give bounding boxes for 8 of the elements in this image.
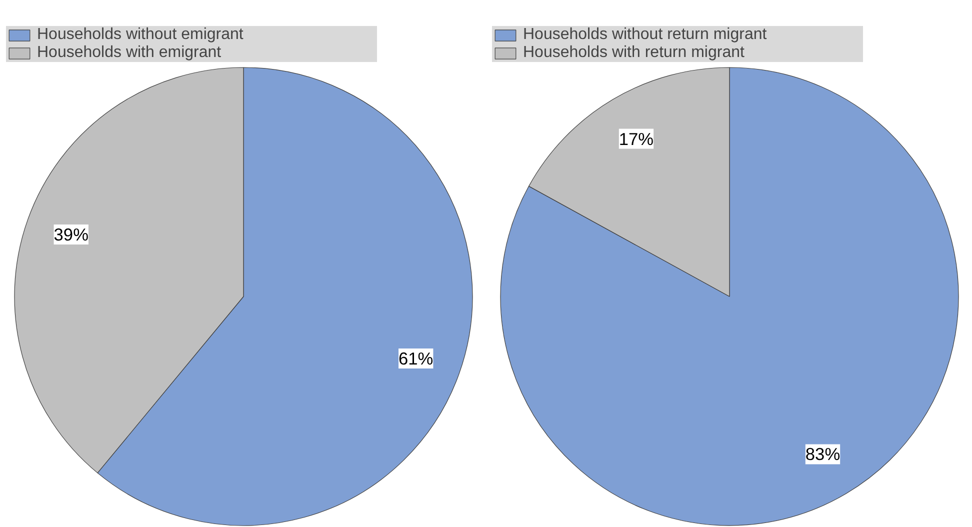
legend-label: Households without emigrant [37,26,244,44]
data-label: 83% [805,444,840,464]
data-label: 39% [54,224,88,244]
data-label: 17% [618,128,654,149]
legend-label: Households with return migrant [523,44,746,62]
legend-label: Households with emigrant [37,44,222,62]
legend-label: Households without return migrant [523,26,768,44]
data-label: 61% [398,348,434,369]
